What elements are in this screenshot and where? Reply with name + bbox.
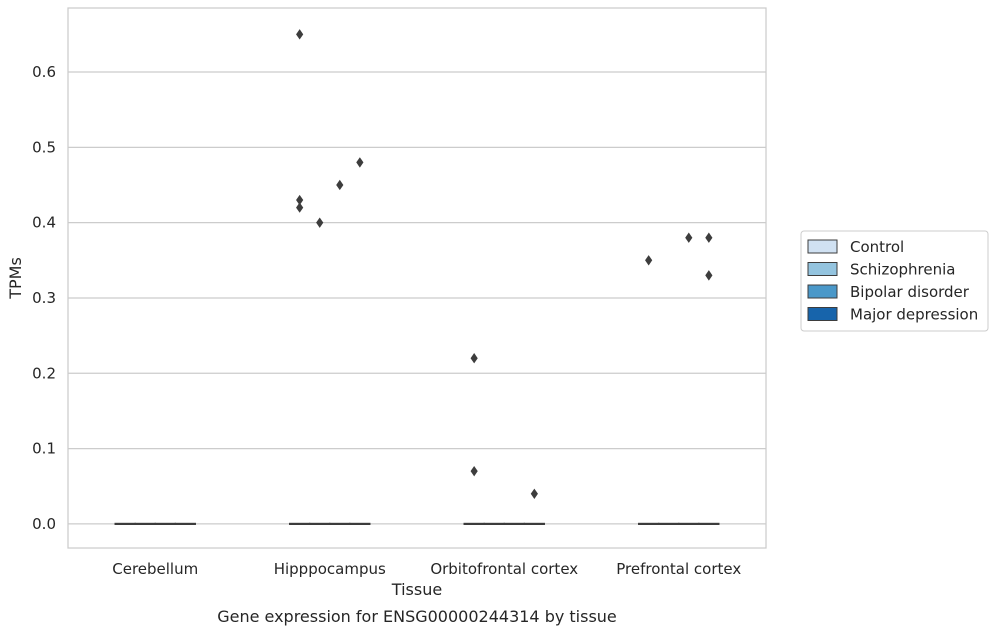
y-tick-label: 0.6 — [32, 63, 56, 81]
y-tick-label: 0.3 — [32, 289, 56, 307]
y-tick-label: 0.4 — [32, 214, 56, 232]
legend-swatch — [807, 284, 838, 299]
outlier-points — [296, 29, 713, 499]
outlier-point — [530, 488, 538, 499]
outlier-point — [336, 179, 344, 191]
outlier-point — [470, 353, 478, 364]
outlier-point — [705, 270, 713, 281]
x-axis-ticks: Cerebellum Hipppocampus Orbitofrontal cort… — [112, 560, 741, 578]
y-tick-label: 0.1 — [32, 440, 56, 458]
outlier-point — [705, 232, 713, 243]
chart-caption: Gene expression for ENSG00000244314 by t… — [217, 607, 617, 626]
y-tick-label: 0.5 — [32, 138, 56, 156]
x-tick-label: Cerebellum — [112, 560, 198, 578]
y-axis-label: TPMs — [6, 257, 25, 300]
plot-area-frame — [67, 7, 767, 549]
box-series — [114, 522, 720, 525]
y-axis-ticks: 0.0 0.1 0.2 0.3 0.4 0.5 0.6 — [32, 63, 56, 533]
legend-label: Schizophrenia — [850, 261, 955, 279]
outlier-point — [316, 217, 324, 228]
y-tick-label: 0.2 — [32, 364, 56, 382]
legend: Control Schizophrenia Bipolar disorder Majo… — [800, 230, 989, 332]
outlier-point — [296, 194, 304, 206]
x-tick-label: Prefrontal cortex — [616, 560, 741, 578]
legend-swatch — [807, 307, 838, 321]
outlier-point — [685, 232, 693, 243]
x-axis-label: Tissue — [391, 580, 442, 599]
legend-label: Bipolar disorder — [850, 283, 970, 301]
outlier-point — [356, 157, 364, 168]
legend-swatch — [807, 262, 838, 276]
x-tick-label: Orbitofrontal cortex — [430, 560, 578, 578]
legend-swatch — [807, 239, 838, 254]
outlier-point — [470, 465, 478, 477]
x-tick-label: Hipppocampus — [274, 560, 386, 578]
y-tick-label: 0.0 — [32, 515, 56, 533]
outlier-point — [296, 29, 304, 40]
legend-frame — [800, 230, 989, 332]
legend-label: Control — [850, 238, 904, 256]
outlier-point — [645, 255, 653, 266]
legend-label: Major depression — [850, 306, 978, 324]
outlier-point — [296, 202, 304, 213]
gridlines — [68, 71, 766, 525]
